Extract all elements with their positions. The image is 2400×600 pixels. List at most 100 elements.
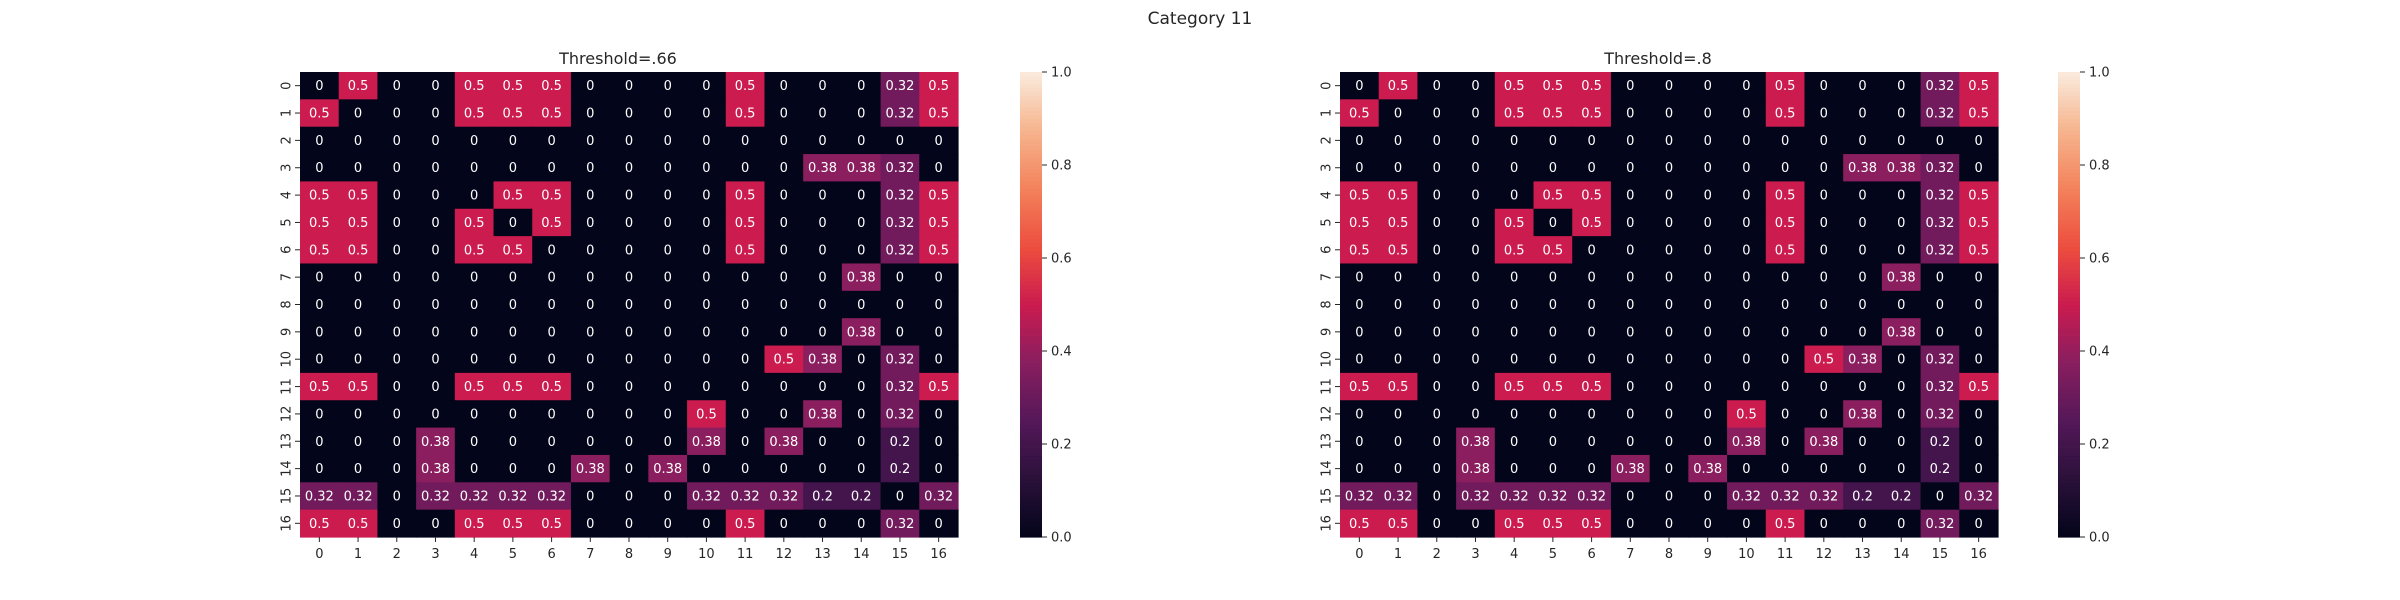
cell-annotation: 0 — [664, 271, 672, 286]
heatmap-cell — [1804, 126, 1844, 155]
colorbar-segment — [2058, 401, 2080, 406]
cell-annotation: 0.2 — [1891, 489, 1912, 504]
cell-annotation: 0 — [857, 407, 865, 422]
cell-annotation: 0 — [664, 325, 672, 340]
cell-annotation: 0.32 — [885, 216, 914, 231]
colorbar-segment — [1020, 215, 1042, 220]
cell-annotation: 0 — [1897, 216, 1905, 231]
cell-annotation: 0 — [354, 435, 362, 450]
colorbar-segment — [1020, 83, 1042, 89]
heatmap-cell — [1727, 263, 1767, 292]
y-tick-label: 2 — [1320, 136, 1335, 144]
heatmap-cell — [1688, 236, 1728, 265]
y-tick-label: 14 — [280, 460, 295, 477]
colorbar-segment — [2058, 451, 2080, 457]
cell-annotation: 0 — [1433, 407, 1441, 422]
heatmap-cell — [416, 372, 456, 401]
heatmap-cell — [1572, 482, 1612, 511]
heatmap-cell — [1417, 99, 1457, 128]
heatmap-cell — [1649, 263, 1689, 292]
heatmap-cell — [1843, 372, 1883, 401]
colorbar-segment — [2058, 165, 2080, 170]
heatmap-cell — [1649, 318, 1689, 347]
heatmap-cell — [648, 208, 688, 237]
colorbar-segment — [2058, 343, 2080, 348]
cell-annotation: 0 — [586, 353, 594, 368]
cell-annotation: 0 — [1394, 271, 1402, 286]
cell-annotation: 0 — [1704, 134, 1712, 149]
cell-annotation: 0.5 — [309, 189, 330, 204]
y-tick-label: 8 — [1320, 300, 1335, 308]
cell-annotation: 0 — [818, 216, 826, 231]
heatmap-cell — [648, 372, 688, 401]
heatmap-cell — [1688, 154, 1728, 183]
cell-annotation: 0 — [857, 243, 865, 258]
heatmap-cell — [1533, 126, 1573, 155]
heatmap-cell — [687, 236, 727, 265]
cell-annotation: 0 — [625, 489, 633, 504]
colorbar-segment — [2058, 95, 2080, 100]
colorbar-segment — [2058, 196, 2080, 201]
x-tick-label: 13 — [814, 547, 831, 562]
cell-annotation: 0 — [1433, 489, 1441, 504]
heatmap-cell — [300, 263, 340, 292]
colorbar-segment — [1020, 405, 1042, 410]
cell-annotation: 0 — [857, 189, 865, 204]
cell-annotation: 0.32 — [1771, 489, 1800, 504]
heatmap-cell — [803, 345, 843, 374]
cell-annotation: 0.5 — [309, 107, 330, 122]
cell-annotation: 0 — [354, 271, 362, 286]
heatmap-cell — [532, 427, 572, 456]
colorbar-segment — [1020, 72, 1042, 77]
heatmap-cell — [919, 99, 959, 128]
heatmap-cell — [1494, 126, 1535, 155]
heatmap-cell — [300, 181, 340, 210]
heatmap-cell — [1572, 345, 1612, 374]
colorbar-segment — [2058, 296, 2080, 302]
heatmap-cell — [1881, 427, 1922, 456]
colorbar-segment — [1020, 269, 1042, 275]
colorbar-segment — [2058, 327, 2080, 333]
colorbar-segment — [1020, 203, 1042, 209]
x-tick-labels-right: 0 1 2 3 4 5 6 7 8 9 10 11 12 13 14 15 16 — [1355, 537, 1987, 562]
colorbar-segment — [1020, 196, 1042, 201]
cell-annotation: 0 — [509, 407, 517, 422]
cell-annotation: 0 — [1781, 298, 1789, 313]
heatmap-cell — [454, 318, 495, 347]
cell-annotation: 0.32 — [885, 79, 914, 94]
cell-annotation: 0.32 — [1964, 489, 1993, 504]
cell-annotation: 0 — [393, 271, 401, 286]
cell-annotation: 0 — [1858, 462, 1866, 477]
heatmap-cell — [454, 509, 495, 538]
colorbar-segment — [2058, 312, 2080, 317]
heatmap-cell — [1688, 318, 1728, 347]
cell-annotation: 0 — [431, 271, 439, 286]
heatmap-cell — [1456, 509, 1496, 538]
cell-annotation: 0 — [1433, 271, 1441, 286]
heatmap-cell — [919, 372, 959, 401]
cell-annotation: 0 — [431, 134, 439, 149]
heatmap-cell — [687, 345, 727, 374]
cell-annotation: 0.32 — [885, 189, 914, 204]
heatmap-cell — [609, 509, 649, 538]
heatmap-cell — [1456, 427, 1496, 456]
cell-annotation: 0 — [1665, 243, 1673, 258]
heatmap-cell — [609, 126, 649, 155]
heatmap-cell — [880, 126, 920, 155]
heatmap-cell — [880, 509, 920, 538]
cell-annotation: 0.38 — [1848, 407, 1877, 422]
colorbar-segment — [1020, 149, 1042, 154]
cell-annotation: 0 — [393, 161, 401, 176]
heatmap-cell — [1843, 236, 1883, 265]
heatmap-cell — [725, 263, 766, 292]
cell-annotation: 0 — [1626, 216, 1634, 231]
cell-annotation: 0 — [547, 407, 555, 422]
heatmap-cell — [338, 181, 379, 210]
colorbar-segment — [1020, 277, 1042, 282]
colorbar-segment — [2058, 227, 2080, 232]
cell-annotation: 0 — [431, 79, 439, 94]
cell-annotation: 0.32 — [692, 489, 721, 504]
cell-annotation: 0.38 — [1848, 353, 1877, 368]
heatmap-cell — [377, 72, 417, 100]
x-tick-label: 1 — [1394, 547, 1402, 562]
